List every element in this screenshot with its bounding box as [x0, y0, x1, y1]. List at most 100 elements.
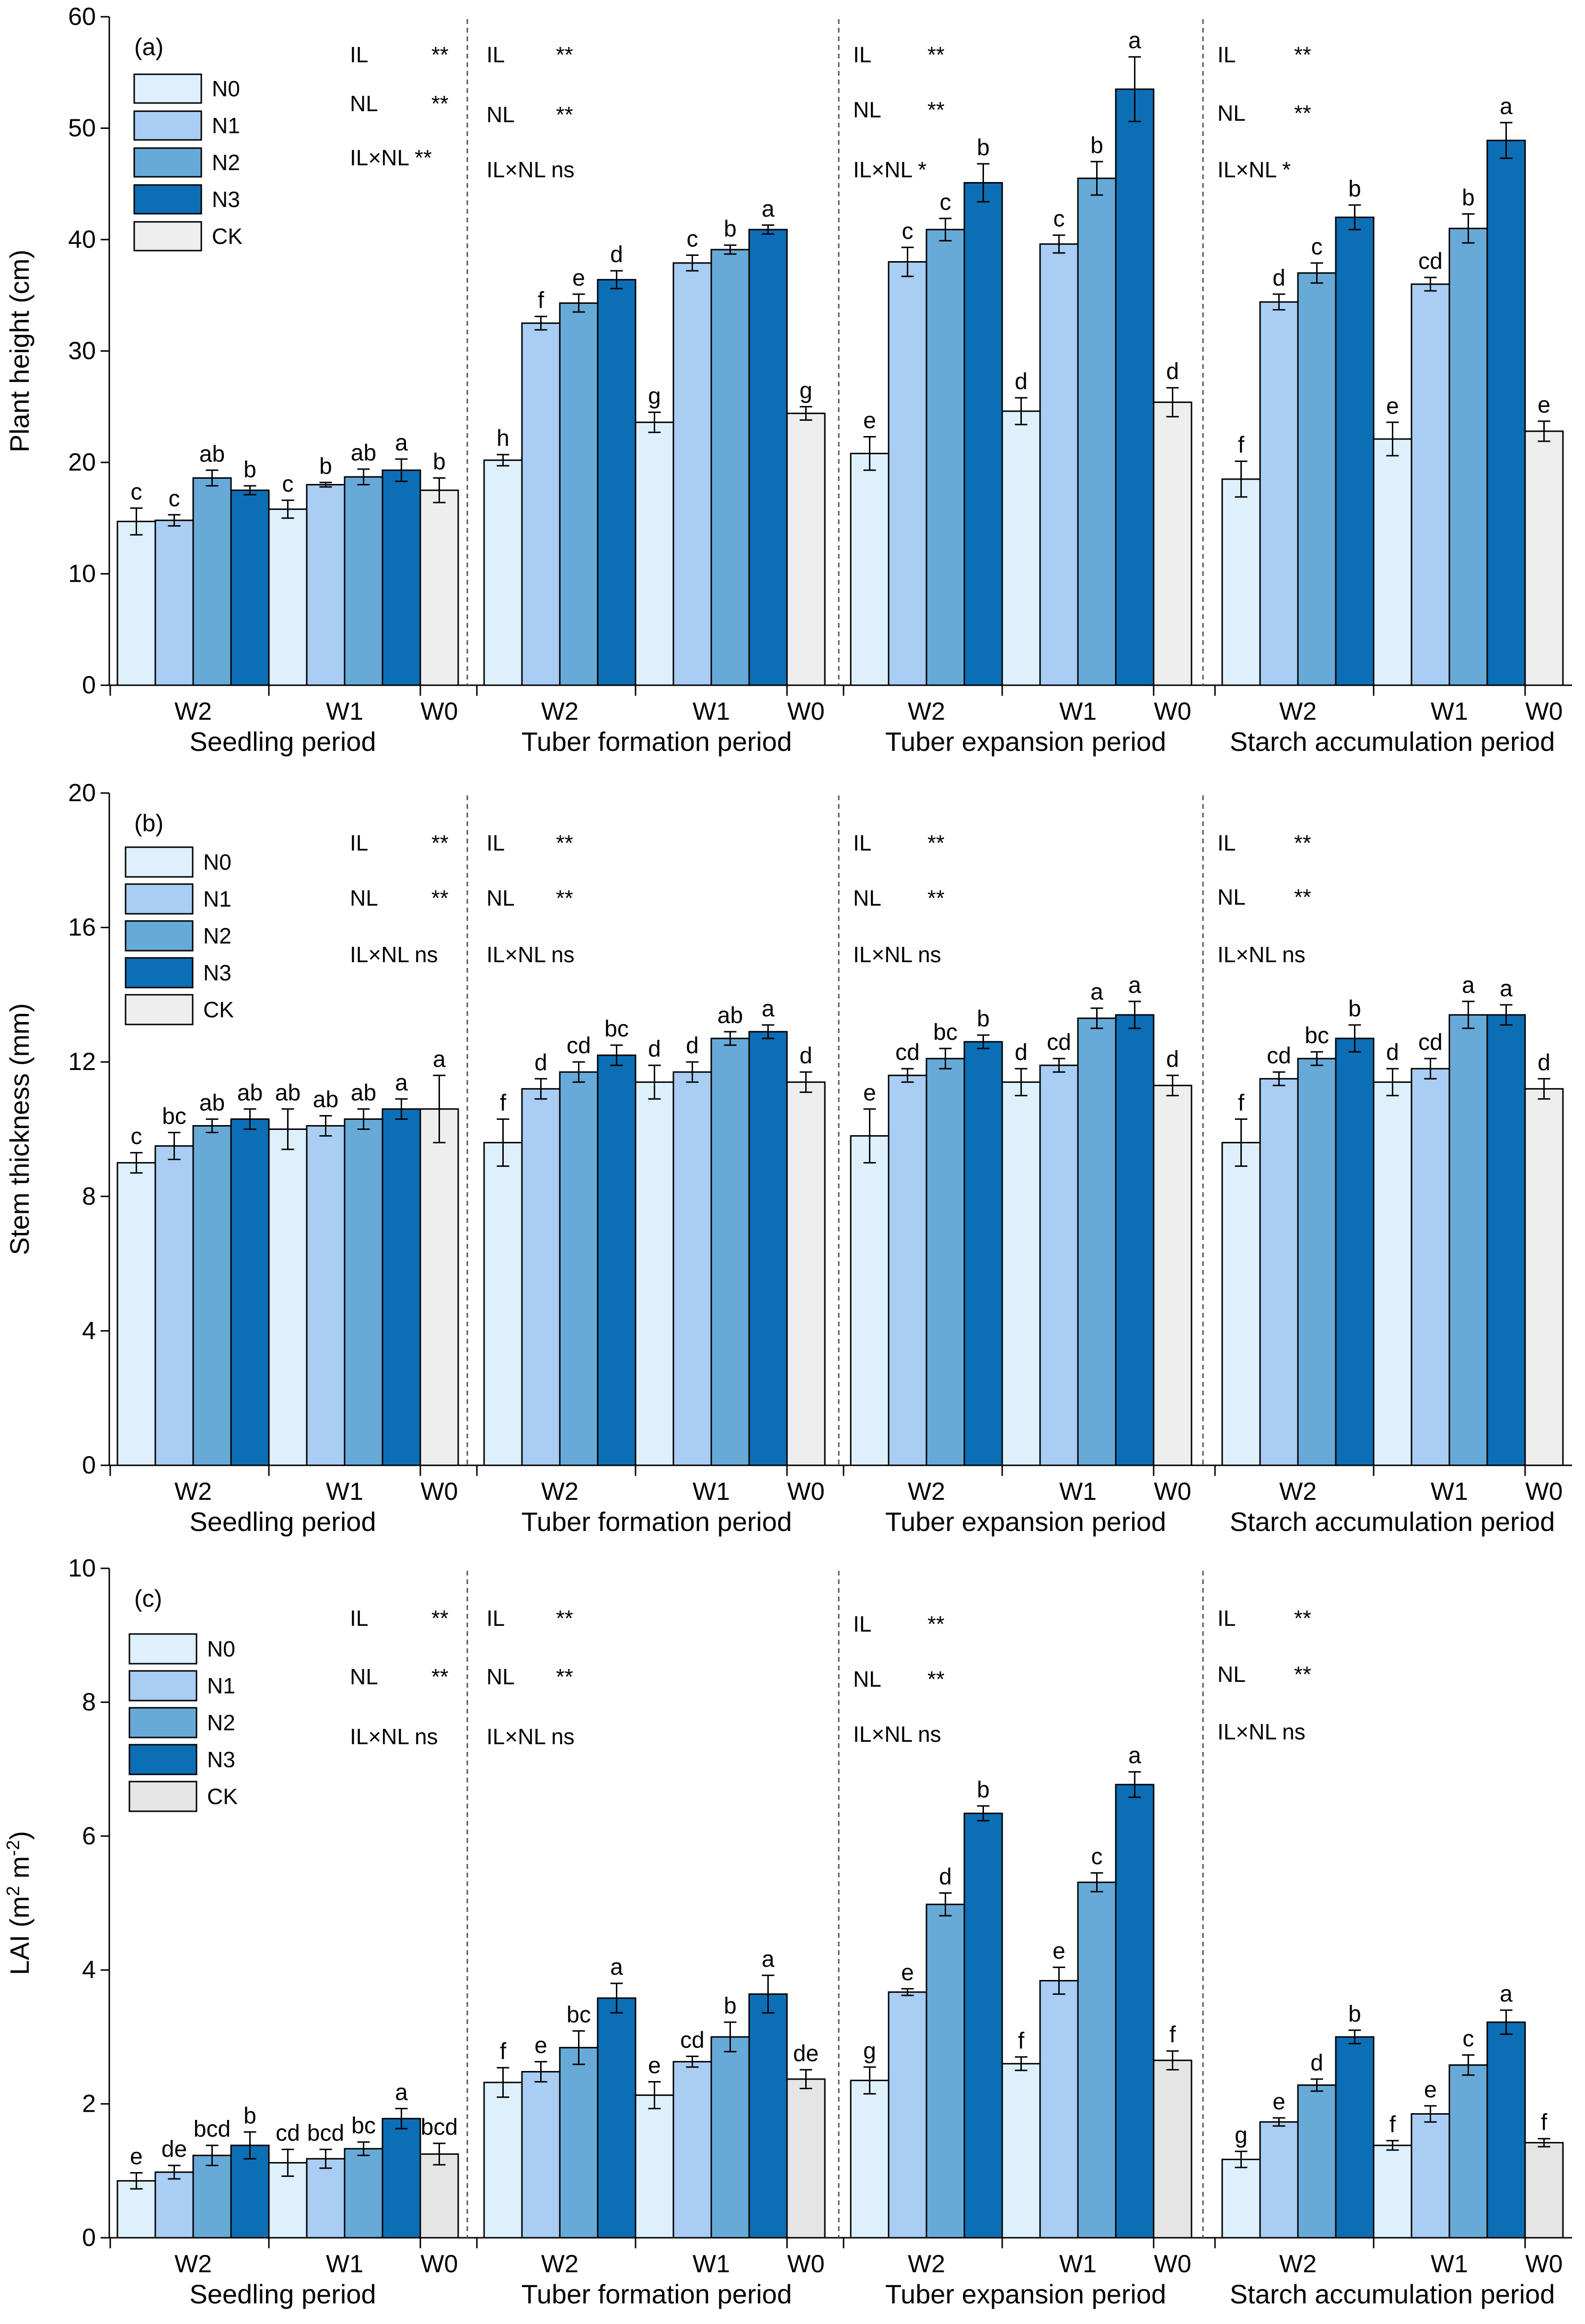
- group-label-w1: W1: [326, 1478, 363, 1506]
- bar: [521, 1088, 561, 1466]
- significance-letter: g: [1235, 2123, 1248, 2148]
- bar: [1001, 410, 1041, 686]
- significance-letter: b: [1348, 996, 1361, 1022]
- bar: [1153, 1084, 1192, 1466]
- bar: [154, 1145, 194, 1466]
- legend-swatch-n2: [128, 1707, 197, 1738]
- legend-label-n0: N0: [212, 76, 240, 101]
- y-axis-title-part: 2: [3, 1886, 23, 1896]
- legend-swatch-n1: [125, 883, 194, 915]
- bar: [483, 2082, 523, 2239]
- group-label-w0: W0: [787, 2250, 825, 2278]
- significance-letter: b: [1348, 2002, 1361, 2027]
- group-label-w2: W2: [174, 1478, 212, 1506]
- group-label-w1: W1: [693, 698, 730, 725]
- significance-letter: a: [1128, 973, 1141, 998]
- stat-significance: **: [556, 42, 573, 67]
- stat-label: IL×NL ns: [853, 1722, 941, 1747]
- significance-letter: a: [395, 1070, 408, 1095]
- group-label-w1: W1: [1059, 1478, 1097, 1506]
- bar: [1373, 2144, 1412, 2239]
- bar: [748, 1993, 788, 2239]
- stat-label: IL: [486, 1606, 505, 1631]
- legend-swatch-n0: [133, 73, 202, 104]
- legend-label-n2: N2: [207, 1710, 235, 1735]
- y-tick-label: 0: [82, 671, 96, 699]
- group-label-w0: W0: [1154, 1478, 1192, 1506]
- significance-letter: f: [1238, 433, 1245, 458]
- significance-letter: d: [1015, 369, 1028, 394]
- bar: [1373, 1081, 1412, 1466]
- significance-letter: ab: [237, 1080, 263, 1105]
- group-label-w0: W0: [787, 1478, 825, 1506]
- legend-swatch-n3: [128, 1744, 197, 1775]
- bar: [559, 2047, 599, 2239]
- group-label-w1: W1: [693, 2250, 730, 2278]
- significance-letter: d: [1386, 1040, 1399, 1065]
- bar: [419, 1108, 459, 1466]
- period-label: Starch accumulation period: [1230, 1507, 1555, 1537]
- bar: [1297, 2084, 1337, 2239]
- bar: [672, 1071, 712, 1466]
- y-axis-title: Plant height (cm): [4, 250, 35, 452]
- bar: [344, 476, 383, 686]
- significance-letter: ab: [275, 1080, 301, 1105]
- bar: [1115, 1783, 1155, 2239]
- bar: [559, 1071, 599, 1466]
- significance-letter: cd: [1267, 1043, 1291, 1069]
- significance-letter: d: [1015, 1040, 1028, 1065]
- legend-swatch-n3: [133, 184, 202, 215]
- bar: [344, 2148, 383, 2239]
- bar: [521, 2071, 561, 2239]
- group-label-w0: W0: [1526, 698, 1563, 725]
- bar: [268, 1128, 308, 1466]
- group-label-w1: W1: [1059, 698, 1097, 725]
- bar: [1153, 2059, 1192, 2239]
- stat-label: NL: [486, 1664, 515, 1689]
- bar: [116, 2180, 156, 2239]
- bar: [597, 1054, 636, 1466]
- bar: [635, 421, 674, 686]
- significance-letter: bc: [1305, 1023, 1329, 1048]
- stat-label: IL×NL ns: [1217, 942, 1306, 967]
- significance-letter: b: [433, 449, 446, 475]
- significance-letter: e: [863, 408, 876, 434]
- bar: [1039, 1064, 1079, 1466]
- significance-letter: ab: [199, 441, 225, 467]
- significance-letter: d: [1538, 1050, 1550, 1075]
- legend-swatch-ck: [133, 221, 202, 252]
- bar: [1335, 2036, 1375, 2239]
- significance-letter: cd: [1418, 1030, 1443, 1055]
- bar: [344, 1118, 383, 1466]
- significance-letter: b: [243, 457, 256, 483]
- stat-label: IL×NL ns: [486, 1724, 575, 1749]
- bar: [888, 1074, 927, 1466]
- bar: [306, 1125, 346, 1466]
- significance-letter: ab: [313, 1087, 338, 1112]
- legend-label-n1: N1: [207, 1673, 235, 1698]
- y-tick-label: 4: [82, 1317, 96, 1345]
- stat-significance: **: [431, 91, 449, 116]
- significance-letter: d: [648, 1036, 661, 1062]
- period-label: Tuber formation period: [521, 726, 792, 757]
- y-axis-title-part: -2: [3, 1840, 23, 1856]
- bar: [154, 519, 194, 686]
- bar: [786, 1081, 826, 1466]
- panel-label: (c): [134, 1585, 162, 1612]
- significance-letter: b: [724, 217, 737, 242]
- significance-letter: a: [395, 430, 408, 456]
- significance-letter: f: [500, 2039, 507, 2064]
- legend-swatch-n2: [125, 920, 194, 952]
- significance-letter: c: [169, 486, 180, 511]
- significance-letter: d: [799, 1043, 812, 1069]
- group-label-w2: W2: [1279, 698, 1317, 725]
- significance-letter: b: [724, 1993, 737, 2019]
- significance-letter: c: [1311, 234, 1323, 260]
- significance-letter: bc: [933, 1020, 958, 1045]
- group-label-w2: W2: [174, 698, 212, 725]
- significance-letter: bc: [162, 1104, 186, 1129]
- stat-label: IL×NL ns: [1217, 1719, 1306, 1744]
- group-label-w1: W1: [1059, 2250, 1097, 2278]
- chart-panel-1: 0 10 20 30 40 50 60 Plant height (cm) (a) N0 N1 N2 N…: [4, 3, 1572, 757]
- bar: [672, 2061, 712, 2239]
